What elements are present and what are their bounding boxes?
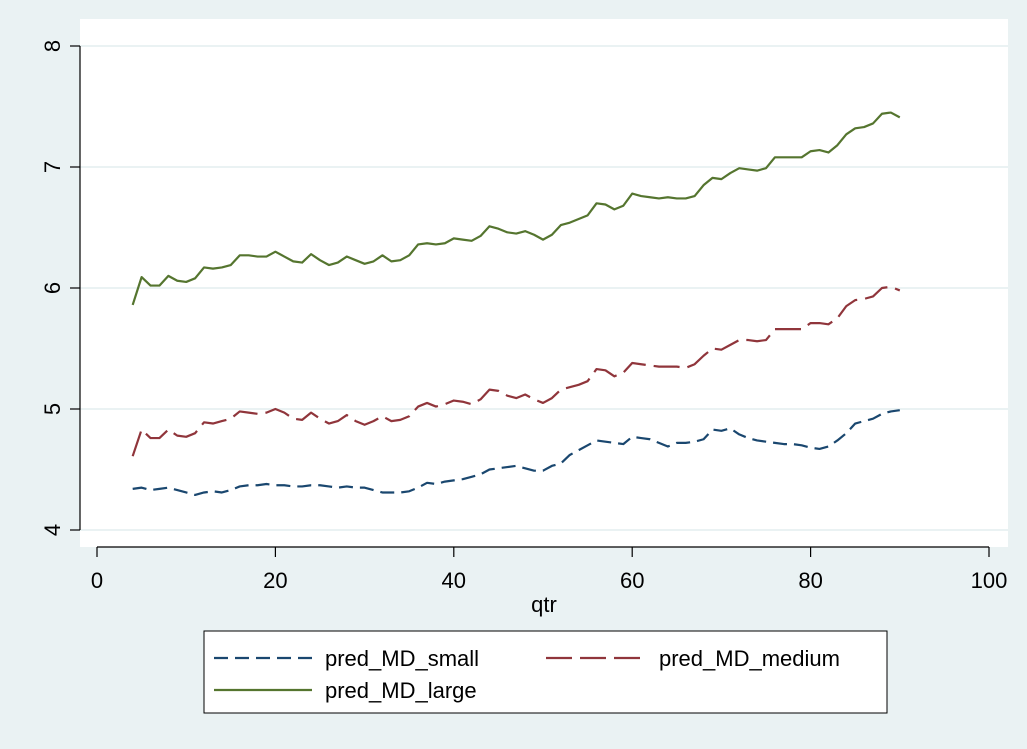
x-tick-label: 80 bbox=[798, 568, 822, 593]
x-tick-label: 0 bbox=[91, 568, 103, 593]
y-tick-label: 6 bbox=[40, 282, 65, 294]
y-tick-label: 4 bbox=[40, 524, 65, 536]
y-tick-label: 5 bbox=[40, 403, 65, 415]
series-line-pred-md-small bbox=[132, 409, 900, 497]
y-axis: 4 5 6 7 8 bbox=[40, 40, 81, 536]
y-tick-label: 8 bbox=[40, 40, 65, 52]
x-tick-label: 40 bbox=[442, 568, 466, 593]
legend-label-pred-md-large: pred_MD_large bbox=[325, 678, 477, 703]
legend-label-pred-md-small: pred_MD_small bbox=[325, 646, 479, 671]
series-line-pred-md-medium bbox=[131, 285, 901, 457]
y-tick-label: 7 bbox=[40, 161, 65, 173]
x-tick-label: 60 bbox=[620, 568, 644, 593]
series-line-pred-md-large bbox=[131, 111, 901, 306]
x-axis-label: qtr bbox=[531, 592, 557, 617]
x-tick-label: 20 bbox=[263, 568, 287, 593]
x-tick-label: 100 bbox=[971, 568, 1008, 593]
legend-box bbox=[203, 630, 888, 714]
plot-region bbox=[80, 19, 1008, 547]
grid-lines bbox=[80, 45, 1008, 531]
x-axis: 0 20 40 60 80 100 bbox=[91, 546, 1008, 593]
legend-label-pred-md-medium: pred_MD_medium bbox=[659, 646, 840, 671]
legend: pred_MD_small pred_MD_medium pred_MD_lar… bbox=[203, 630, 888, 714]
series-layer bbox=[131, 111, 901, 497]
